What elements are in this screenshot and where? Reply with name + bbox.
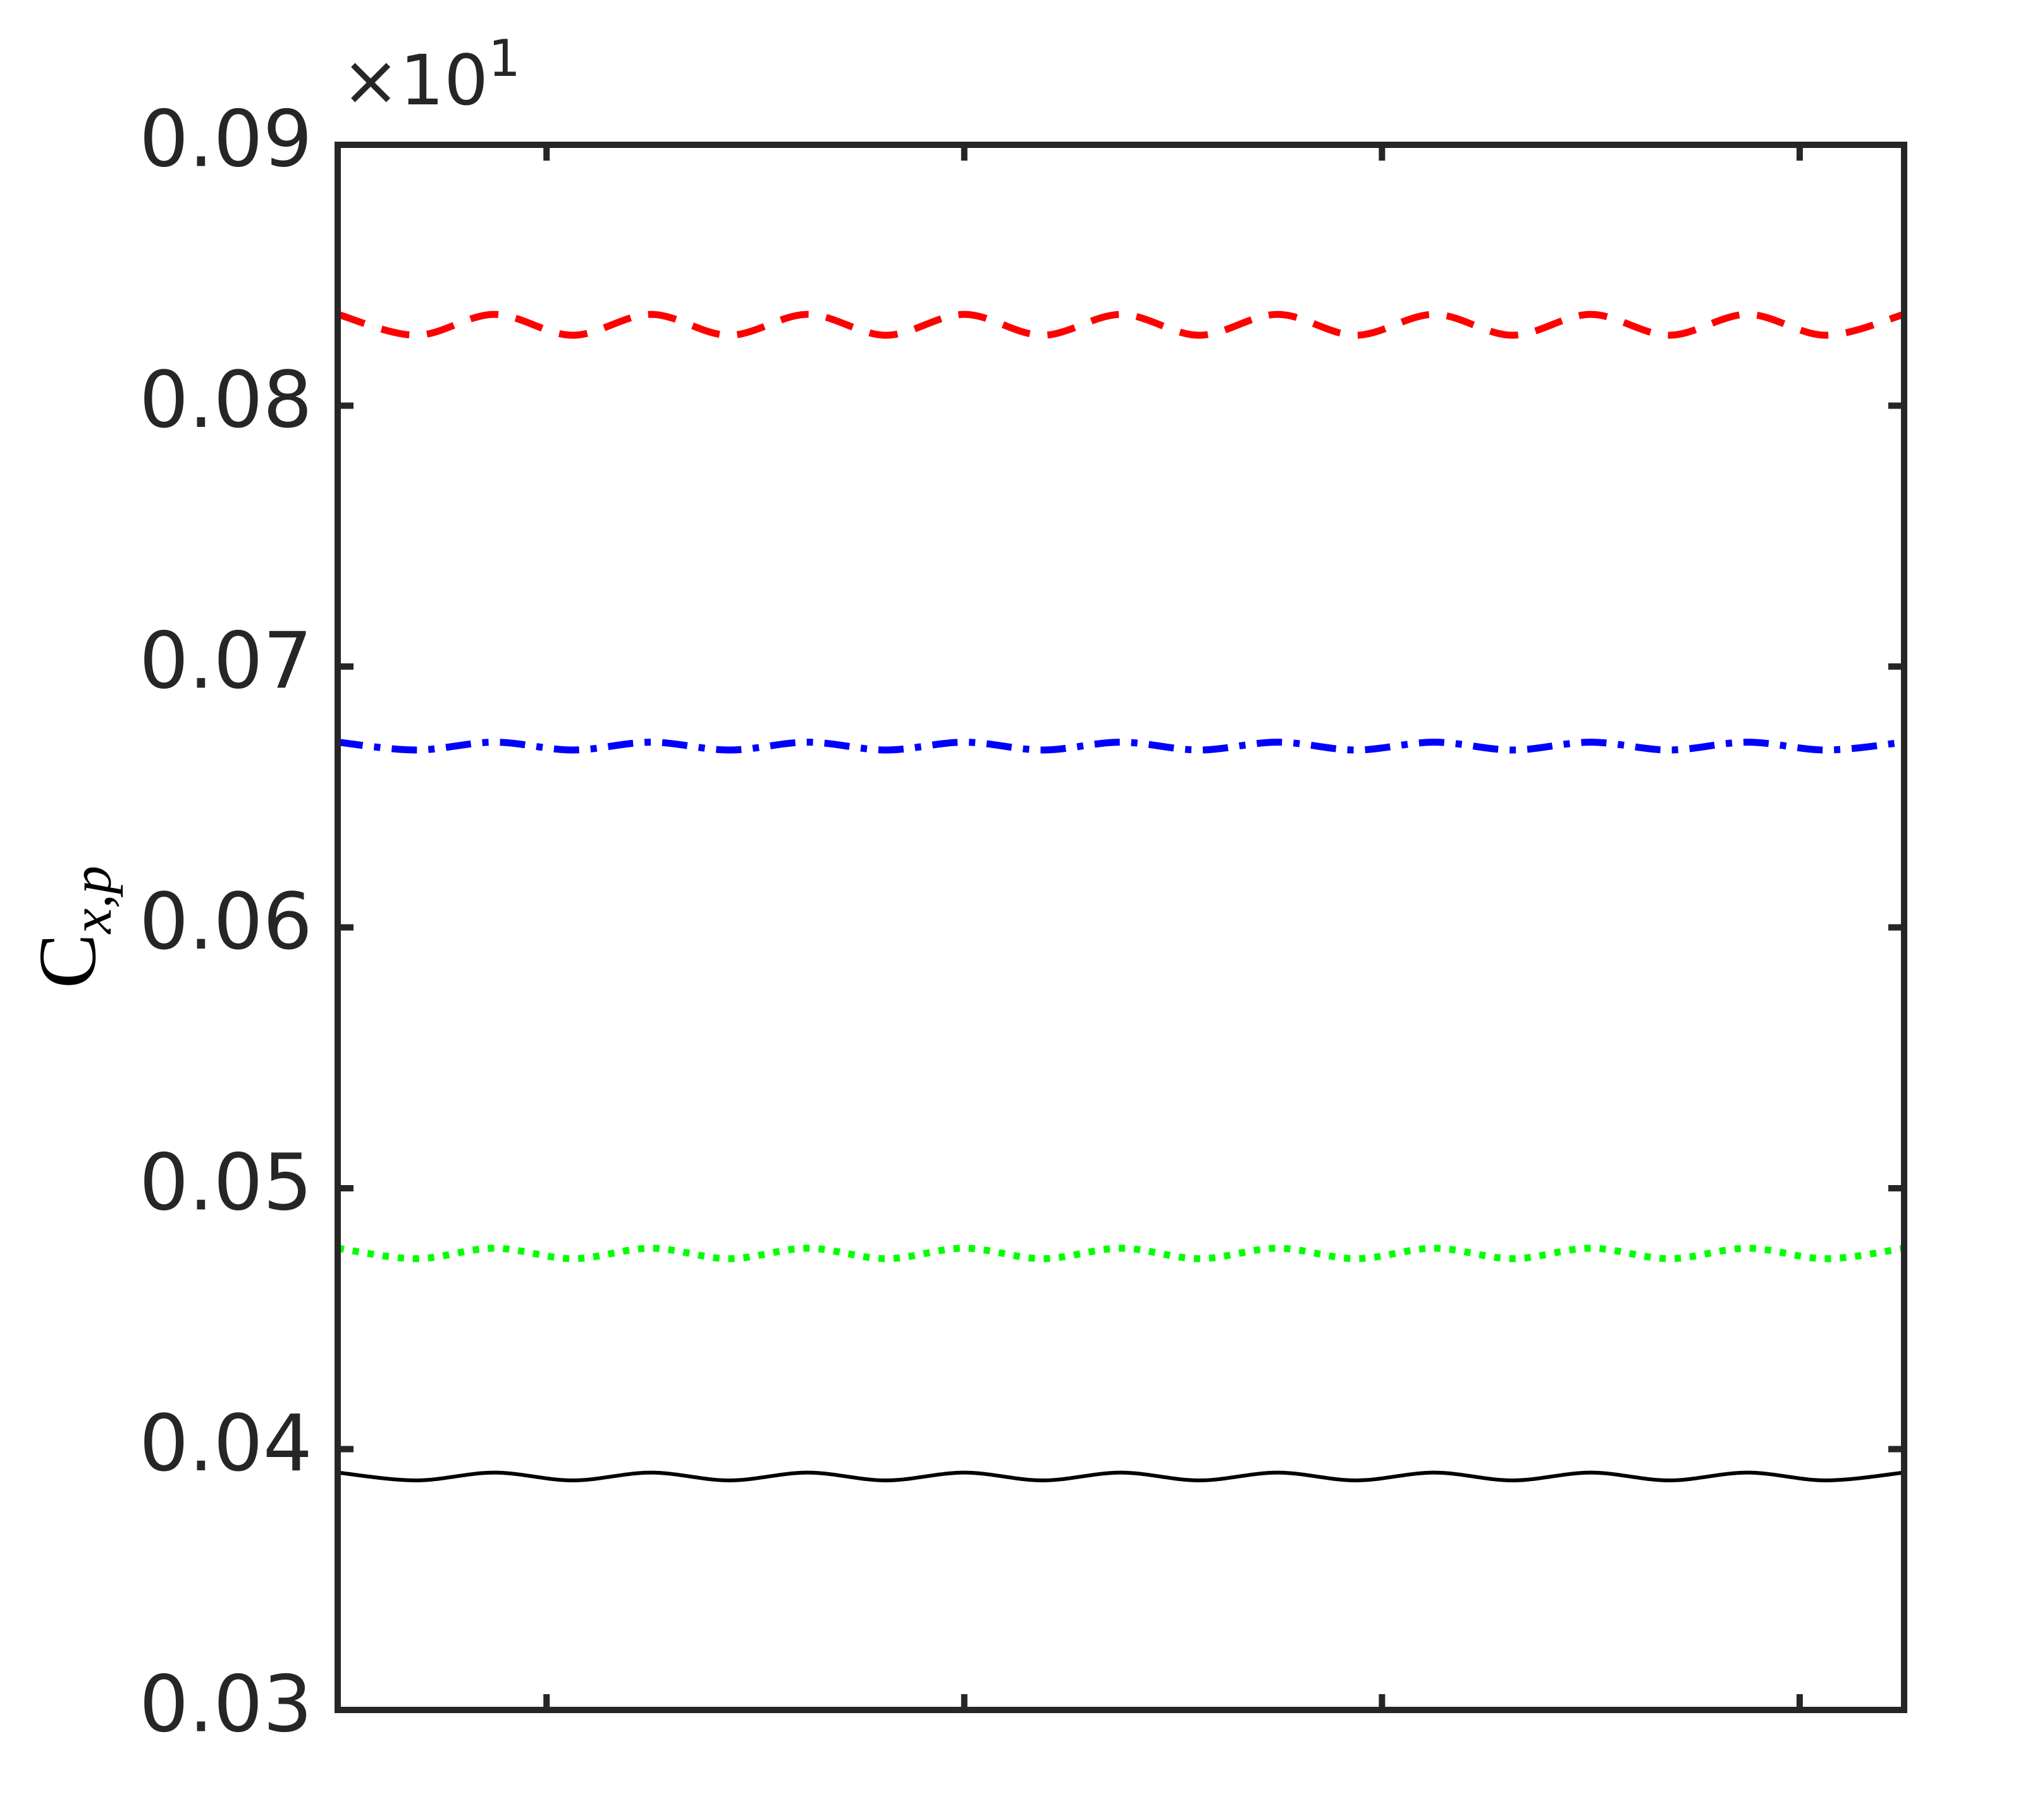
series-line <box>337 1245 1905 1262</box>
y-multiplier-base: ×10 <box>341 40 488 121</box>
y-tick-label: 0.05 <box>139 1138 312 1229</box>
series-line <box>336 311 1905 339</box>
y-tick-label: 0.04 <box>139 1399 312 1489</box>
y-tick-label: 0.03 <box>139 1660 312 1750</box>
y-label-subscript: x,p <box>61 866 123 935</box>
y-tick-label: 0.09 <box>139 95 312 185</box>
y-tick-label: 0.08 <box>139 355 312 446</box>
y-label-main: C <box>22 933 113 988</box>
y-multiplier: ×101 <box>341 29 520 121</box>
series-line <box>337 1470 1905 1483</box>
y-tick-label: 0.06 <box>139 877 312 968</box>
y-axis-label: Cx,p <box>22 866 123 988</box>
y-tick-label: 0.07 <box>139 617 312 707</box>
plot-frame <box>335 142 1907 1713</box>
series-line <box>337 739 1905 754</box>
y-multiplier-exponent: 1 <box>488 29 520 88</box>
